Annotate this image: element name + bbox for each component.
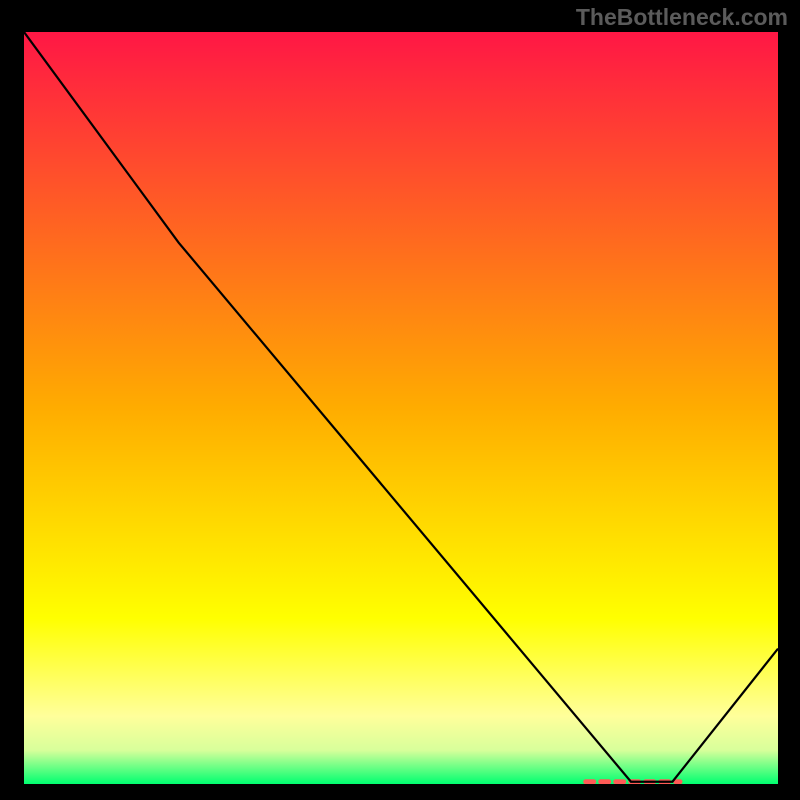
gradient-background [24, 32, 778, 784]
chart-frame: TheBottleneck.com [0, 0, 800, 800]
plot-area [24, 32, 778, 784]
watermark-text: TheBottleneck.com [576, 4, 788, 31]
plot-svg [24, 32, 778, 784]
